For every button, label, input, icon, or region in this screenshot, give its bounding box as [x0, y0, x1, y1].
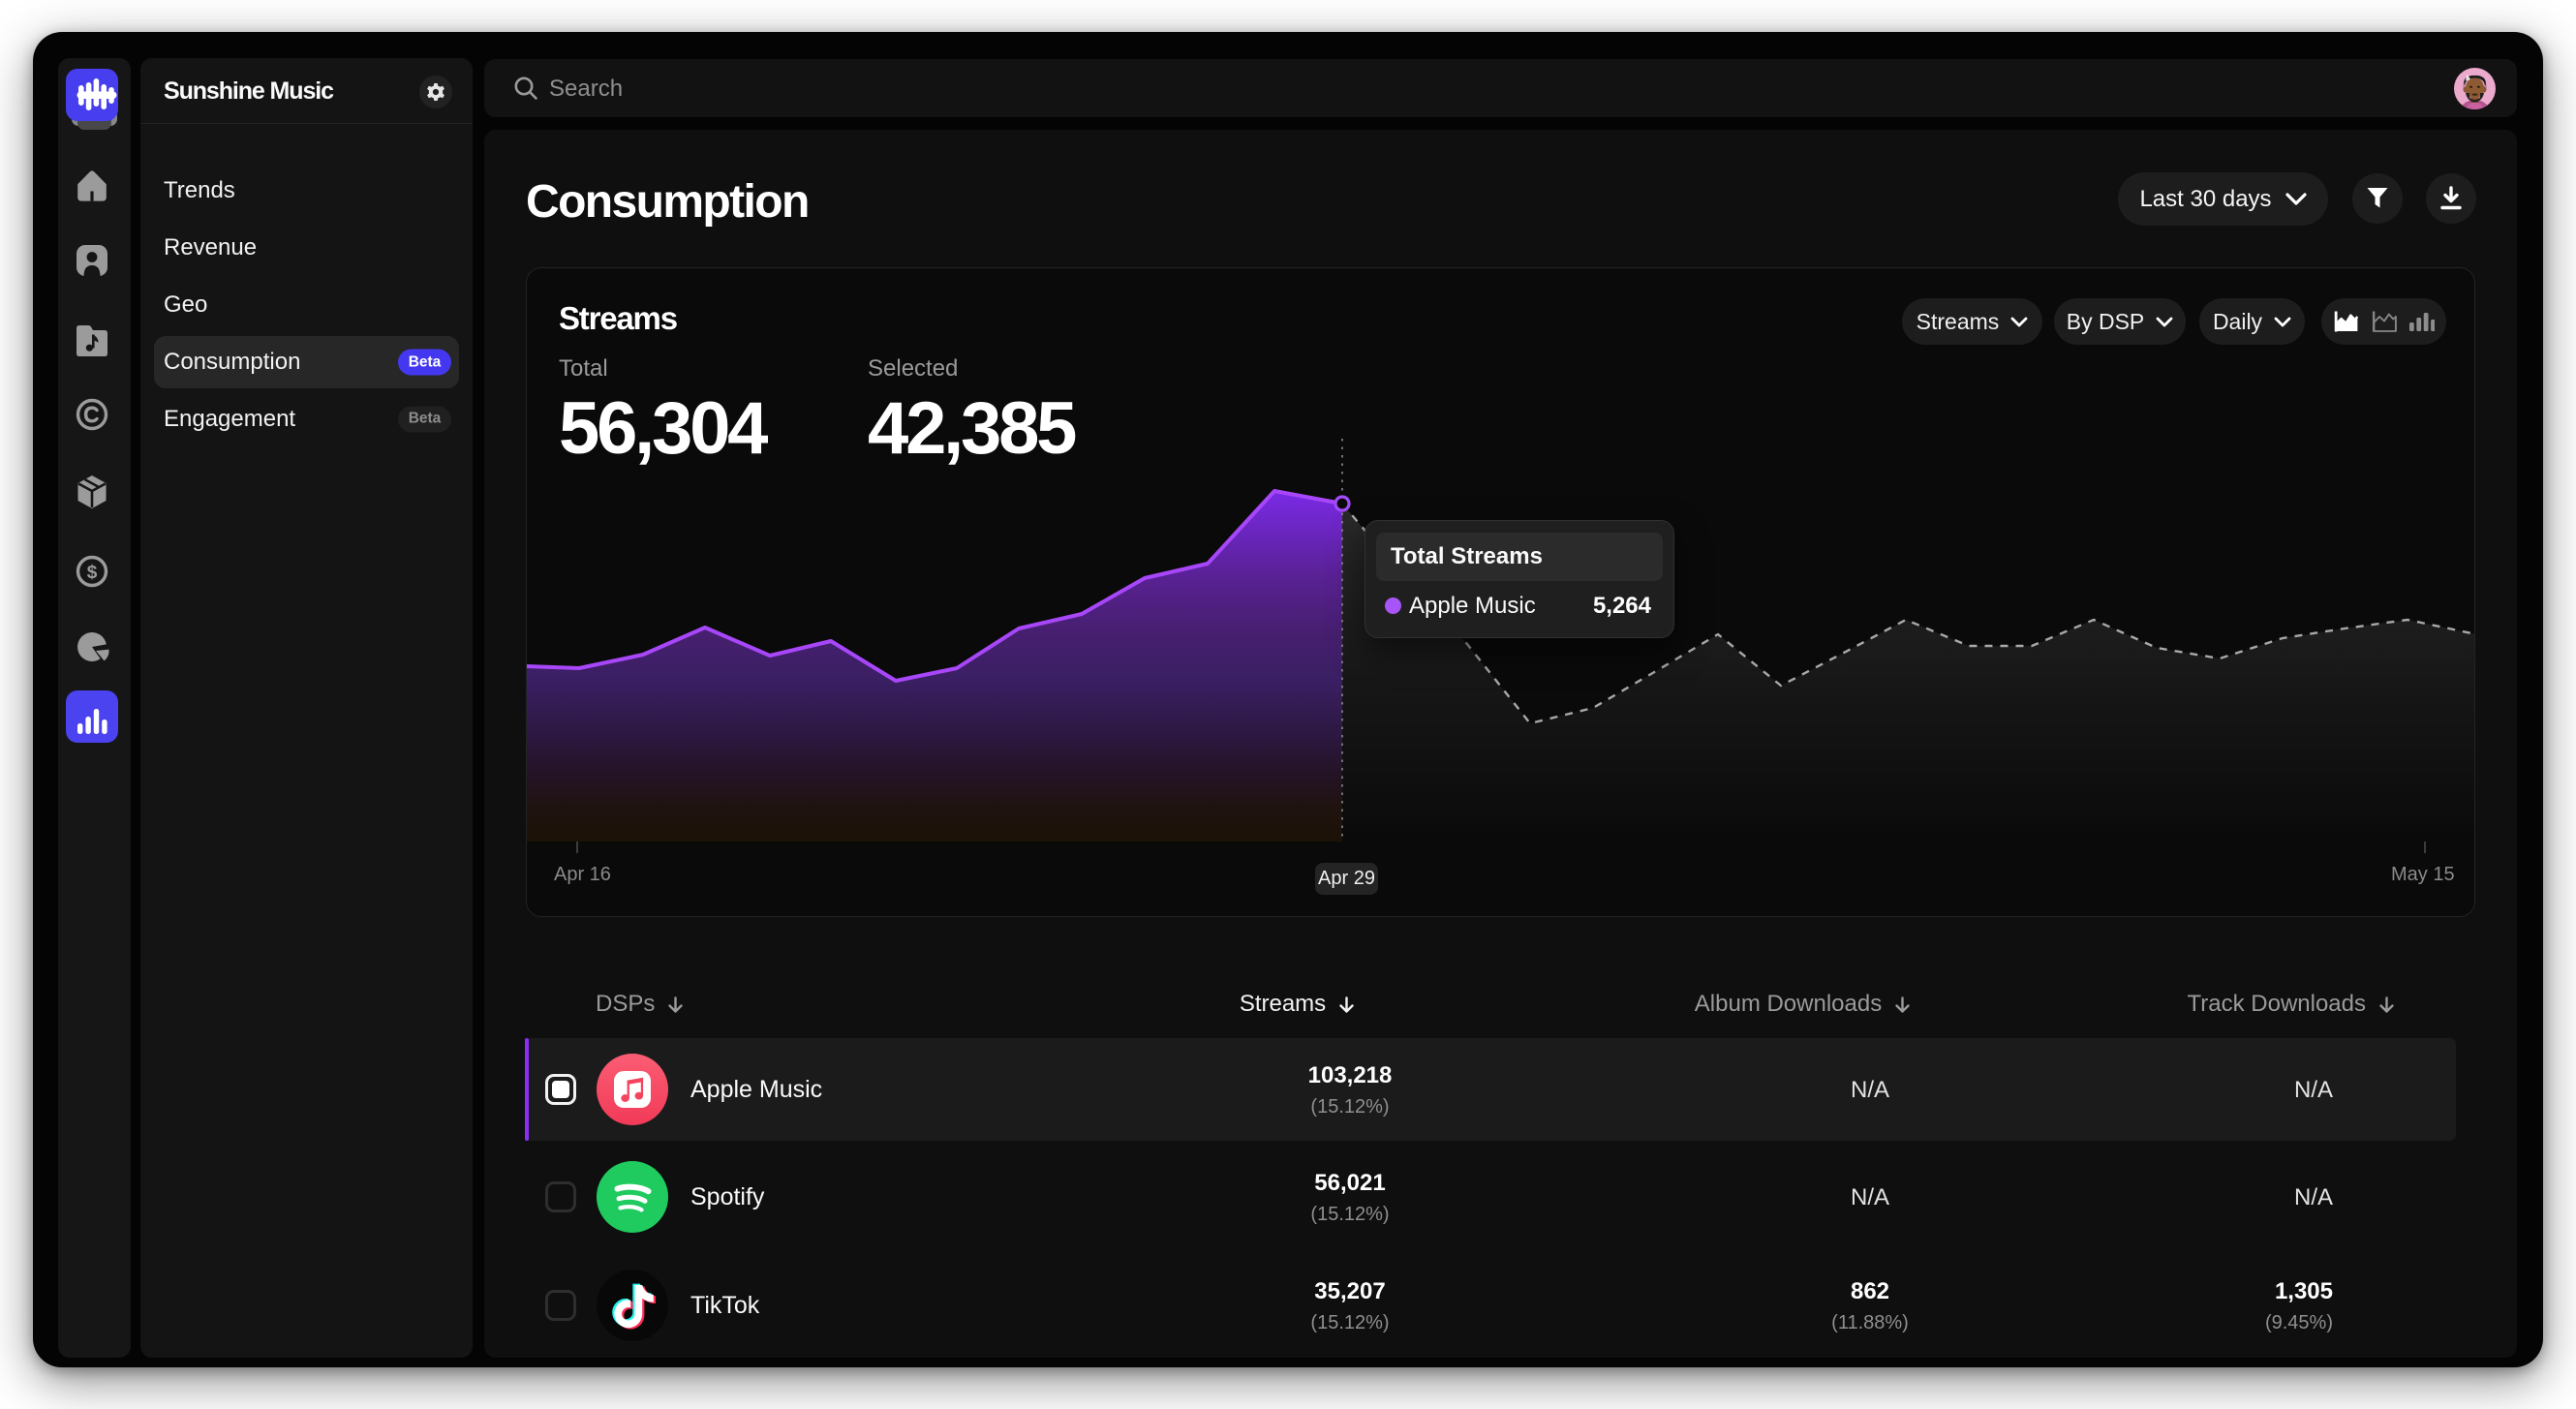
svg-text:$: $: [87, 563, 98, 583]
